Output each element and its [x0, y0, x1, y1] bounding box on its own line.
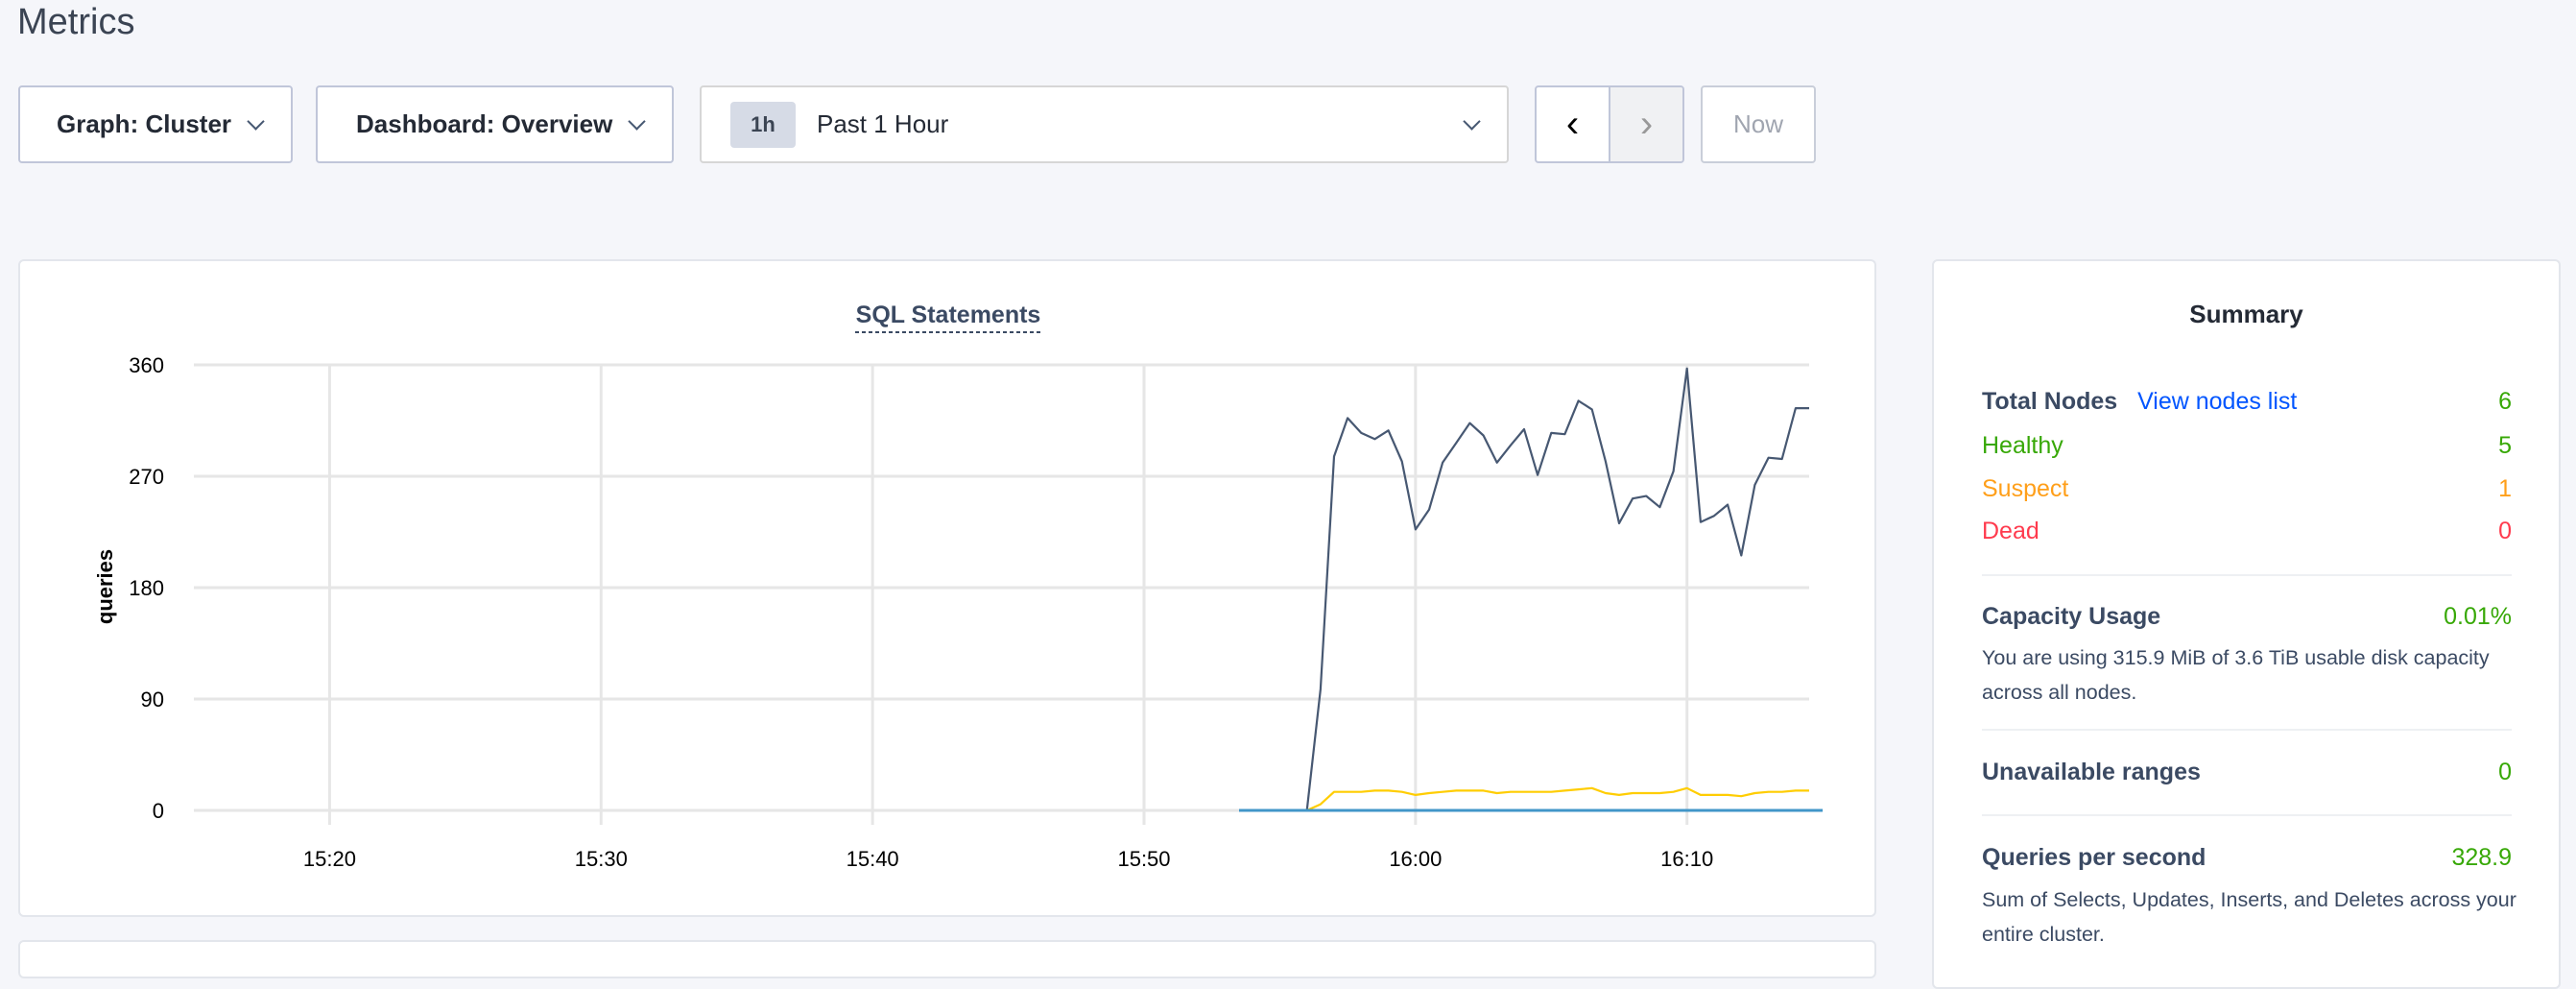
suspect-row: Suspect 1	[1982, 475, 2512, 503]
time-navigation: ‹ ›	[1535, 85, 1684, 163]
chevron-down-icon	[247, 112, 265, 131]
qps-label: Queries per second	[1982, 844, 2206, 871]
next-button[interactable]: ›	[1610, 87, 1682, 161]
summary-title: Summary	[2189, 300, 2303, 328]
now-button[interactable]: Now	[1701, 85, 1816, 163]
divider	[1982, 729, 2512, 731]
view-nodes-link[interactable]: View nodes list	[2137, 388, 2298, 415]
page-title: Metrics	[17, 2, 135, 42]
x-tick-label: 15:40	[847, 847, 899, 871]
capacity-description: You are using 315.9 MiB of 3.6 TiB usabl…	[1982, 646, 2490, 704]
total-nodes-value: 6	[2498, 388, 2512, 415]
y-axis-label: queries	[93, 549, 117, 624]
total-nodes-label: Total Nodes	[1982, 388, 2118, 415]
unavailable-ranges-row: Unavailable ranges 0	[1982, 759, 2512, 786]
total-nodes-row: Total Nodes View nodes list 6	[1982, 388, 2512, 416]
y-tick-label: 180	[129, 576, 164, 600]
qps-value: 328.9	[2451, 844, 2512, 871]
x-tick-label: 15:20	[303, 847, 356, 871]
next-chart-card	[18, 940, 1876, 978]
series-line-0	[1305, 367, 1809, 811]
dead-label: Dead	[1982, 518, 2039, 544]
unavailable-ranges-value: 0	[2498, 759, 2512, 785]
previous-button[interactable]: ‹	[1537, 87, 1610, 161]
x-tick-label: 15:50	[1117, 847, 1170, 871]
dead-row: Dead 0	[1982, 518, 2512, 545]
chart-title[interactable]: SQL Statements	[856, 302, 1041, 328]
time-range-badge: 1h	[730, 101, 796, 148]
suspect-label: Suspect	[1982, 475, 2069, 502]
suspect-value: 1	[2498, 475, 2512, 502]
time-range-dropdown[interactable]: 1h Past 1 Hour	[700, 85, 1509, 163]
series-line-1	[1306, 786, 1809, 812]
y-tick-label: 360	[129, 353, 164, 377]
sql-statements-chart-card: SQL Statements queries 0 90 180 270 360 15:20…	[18, 259, 1876, 917]
chevron-down-icon	[628, 112, 646, 131]
graph-dropdown[interactable]: Graph: Cluster	[18, 85, 293, 163]
qps-row: Queries per second 328.9	[1982, 844, 2512, 872]
dashboard-dropdown-label: Dashboard: Overview	[356, 109, 613, 138]
graph-dropdown-label: Graph: Cluster	[57, 109, 232, 138]
capacity-row: Capacity Usage 0.01%	[1982, 603, 2512, 631]
chevron-down-icon	[1463, 112, 1481, 131]
dead-value: 0	[2498, 518, 2512, 544]
summary-panel: Summary Total Nodes View nodes list 6 He…	[1932, 259, 2561, 989]
time-range-label: Past 1 Hour	[817, 109, 949, 138]
y-tick-label: 270	[129, 465, 164, 489]
healthy-row: Healthy 5	[1982, 432, 2512, 460]
qps-description: Sum of Selects, Updates, Inserts, and De…	[1982, 888, 2516, 946]
dashboard-dropdown[interactable]: Dashboard: Overview	[316, 85, 674, 163]
divider	[1982, 814, 2512, 816]
sql-statements-chart: SQL Statements queries 0 90 180 270 360 15:20…	[93, 302, 1824, 871]
x-tick-label: 15:30	[575, 847, 628, 871]
capacity-value: 0.01%	[2444, 603, 2512, 630]
divider	[1982, 574, 2512, 576]
healthy-value: 5	[2498, 432, 2512, 459]
x-tick-label: 16:00	[1389, 847, 1442, 871]
healthy-label: Healthy	[1982, 432, 2063, 459]
y-tick-label: 0	[153, 799, 164, 823]
x-tick-label: 16:10	[1660, 847, 1713, 871]
capacity-label: Capacity Usage	[1982, 603, 2161, 630]
unavailable-ranges-label: Unavailable ranges	[1982, 759, 2201, 785]
y-tick-label: 90	[141, 687, 164, 712]
